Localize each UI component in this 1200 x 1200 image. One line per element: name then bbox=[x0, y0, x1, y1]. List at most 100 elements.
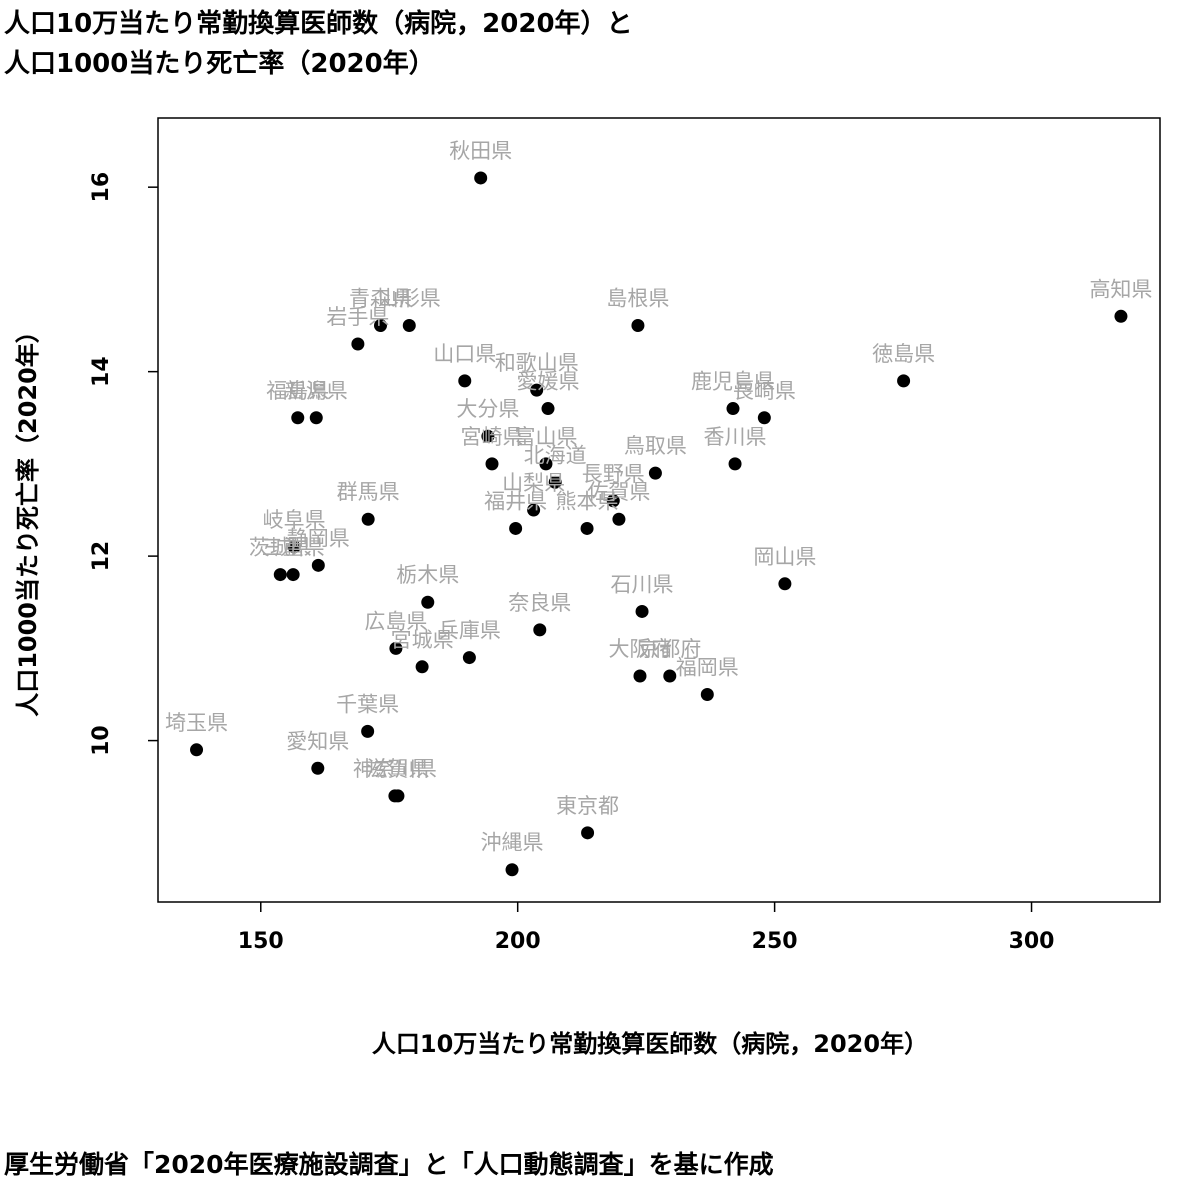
data-point bbox=[633, 669, 647, 683]
data-point bbox=[548, 475, 562, 489]
point-label: 奈良県 bbox=[508, 591, 571, 615]
data-point bbox=[635, 604, 649, 618]
point-label: 沖縄県 bbox=[481, 831, 544, 855]
point-label: 滋賀県 bbox=[366, 757, 429, 781]
data-point bbox=[389, 641, 403, 655]
point-label: 佐賀県 bbox=[587, 480, 650, 504]
point-label: 大分県 bbox=[456, 397, 519, 421]
point-label: 群馬県 bbox=[337, 480, 400, 504]
point-label: 愛知県 bbox=[286, 729, 349, 753]
data-point bbox=[373, 319, 387, 333]
point-label: 福岡県 bbox=[676, 655, 739, 679]
point-label: 愛媛県 bbox=[517, 370, 580, 394]
point-label: 埼玉県 bbox=[165, 711, 228, 735]
data-point bbox=[361, 512, 375, 526]
y-tick-label: 10 bbox=[89, 725, 114, 756]
point-label: 長崎県 bbox=[733, 379, 796, 403]
point-label: 岩手県 bbox=[326, 305, 389, 329]
data-point bbox=[700, 687, 714, 701]
point-label: 青森県 bbox=[349, 287, 412, 311]
point-label: 宮崎県 bbox=[461, 425, 524, 449]
data-point bbox=[631, 319, 645, 333]
point-label: 三重県 bbox=[262, 536, 325, 560]
point-label: 岡山県 bbox=[753, 545, 816, 569]
point-label: 山口県 bbox=[433, 342, 496, 366]
data-point bbox=[458, 374, 472, 388]
point-label: 神奈川県 bbox=[353, 757, 437, 781]
point-label: 長野県 bbox=[582, 462, 645, 486]
data-point bbox=[505, 863, 519, 877]
data-point bbox=[481, 429, 495, 443]
point-label: 岐阜県 bbox=[263, 508, 326, 532]
data-point bbox=[612, 512, 626, 526]
data-point bbox=[606, 494, 620, 508]
data-point bbox=[897, 374, 911, 388]
point-label: 千葉県 bbox=[336, 692, 399, 716]
point-label: 高知県 bbox=[1089, 277, 1152, 301]
x-tick-label: 150 bbox=[238, 929, 284, 954]
data-point bbox=[402, 319, 416, 333]
data-point bbox=[309, 411, 323, 425]
point-label: 島根県 bbox=[606, 287, 669, 311]
data-point bbox=[530, 383, 544, 397]
data-point bbox=[190, 743, 204, 757]
point-label: 栃木県 bbox=[396, 563, 459, 587]
data-point bbox=[1114, 309, 1128, 323]
point-label: 静岡県 bbox=[287, 526, 350, 550]
data-point bbox=[527, 503, 541, 517]
x-axis-title: 人口10万当たり常勤換算医師数（病院，2020年） bbox=[372, 1030, 928, 1058]
x-tick-label: 300 bbox=[1009, 929, 1055, 954]
chart-title-line-2: 人口1000当たり死亡率（2020年） bbox=[4, 49, 435, 79]
point-label: 広島県 bbox=[364, 609, 427, 633]
data-point bbox=[728, 457, 742, 471]
point-label: 福島県 bbox=[266, 379, 329, 403]
data-point bbox=[663, 669, 677, 683]
data-point bbox=[351, 337, 365, 351]
data-point bbox=[291, 411, 305, 425]
data-point bbox=[541, 402, 555, 416]
point-label: 徳島県 bbox=[872, 342, 935, 366]
axes: 150 200 250 300 10 12 14 16 bbox=[89, 172, 1055, 954]
data-point bbox=[273, 568, 287, 582]
point-label: 福井県 bbox=[484, 489, 547, 513]
data-point bbox=[287, 540, 301, 554]
chart-title-line-1: 人口10万当たり常勤換算医師数（病院，2020年）と bbox=[4, 9, 633, 39]
point-label: 北海道 bbox=[524, 443, 587, 467]
data-point bbox=[539, 457, 553, 471]
point-label: 富山県 bbox=[514, 425, 577, 449]
x-tick-label: 250 bbox=[752, 929, 798, 954]
data-point bbox=[778, 577, 792, 591]
data-point bbox=[648, 466, 662, 480]
plot-frame bbox=[157, 117, 1161, 903]
data-point bbox=[474, 171, 488, 185]
data-point bbox=[391, 789, 405, 803]
point-label: 熊本県 bbox=[556, 489, 619, 513]
y-tick-label: 12 bbox=[89, 541, 114, 572]
y-axis-title: 人口1000当たり死亡率（2020年） bbox=[14, 319, 42, 717]
point-label: 茨城県 bbox=[249, 536, 312, 560]
point-label: 鹿児島県 bbox=[691, 370, 775, 394]
point-label: 山梨県 bbox=[502, 471, 565, 495]
point-label: 新潟県 bbox=[285, 379, 348, 403]
data-point bbox=[581, 826, 595, 840]
data-point bbox=[726, 402, 740, 416]
point-label: 大阪府 bbox=[608, 637, 671, 661]
data-point bbox=[421, 595, 435, 609]
data-point bbox=[311, 558, 325, 572]
x-tick-label: 200 bbox=[495, 929, 541, 954]
point-label: 鳥取県 bbox=[624, 434, 687, 458]
data-point bbox=[580, 521, 594, 535]
point-label: 山形県 bbox=[378, 287, 441, 311]
y-tick-label: 16 bbox=[89, 172, 114, 203]
point-label: 香川県 bbox=[704, 425, 767, 449]
data-point bbox=[311, 761, 325, 775]
data-point bbox=[286, 568, 300, 582]
y-tick-label: 14 bbox=[89, 356, 114, 387]
chart-title: 人口10万当たり常勤換算医師数（病院，2020年）と 人口1000当たり死亡率（… bbox=[4, 4, 633, 84]
data-point bbox=[533, 623, 547, 637]
data-point bbox=[415, 660, 429, 674]
point-label: 京都府 bbox=[638, 637, 701, 661]
data-point bbox=[462, 651, 476, 665]
source-note: 厚生労働省「2020年医療施設調査」と「人口動態調査」を基に作成 bbox=[4, 1150, 774, 1179]
